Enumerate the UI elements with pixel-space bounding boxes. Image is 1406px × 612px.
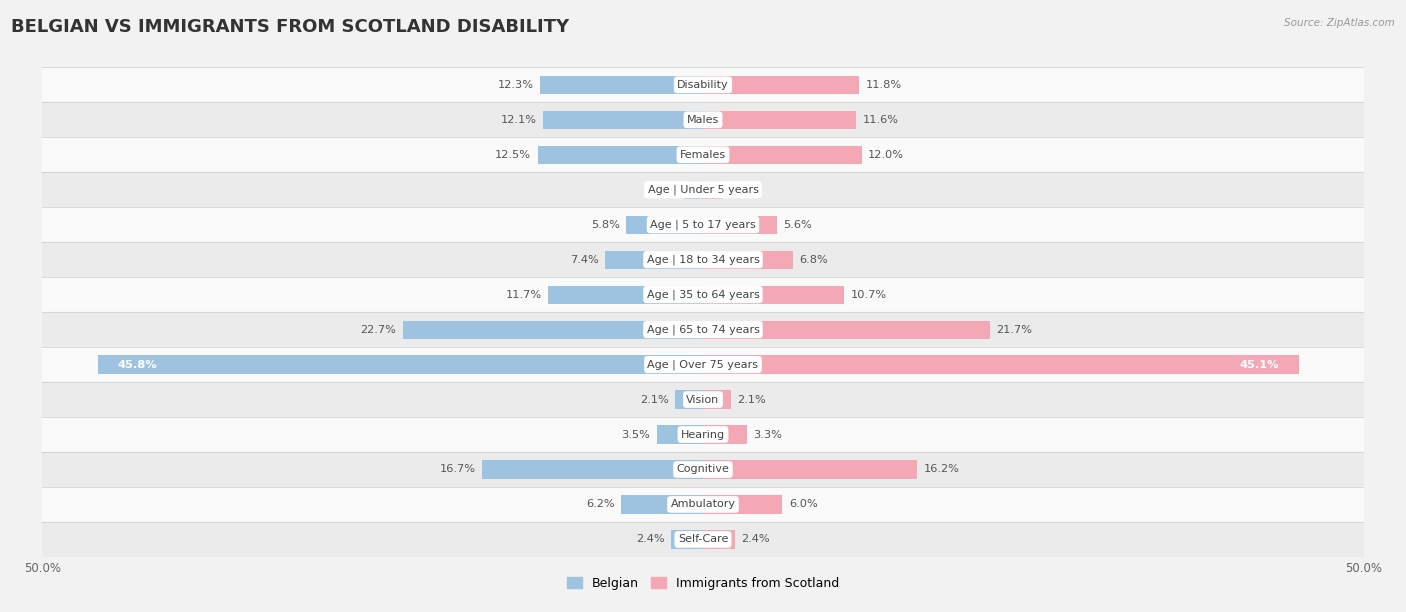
Bar (540, 76, 703, 94)
Text: 11.7%: 11.7% (506, 289, 541, 300)
Text: 16.7%: 16.7% (440, 465, 475, 474)
Bar (626, 215, 703, 234)
Text: BELGIAN VS IMMIGRANTS FROM SCOTLAND DISABILITY: BELGIAN VS IMMIGRANTS FROM SCOTLAND DISA… (11, 18, 569, 36)
Bar (703, 356, 1299, 374)
Text: Self-Care: Self-Care (678, 534, 728, 545)
Text: 1.4%: 1.4% (728, 185, 756, 195)
Text: 22.7%: 22.7% (360, 324, 396, 335)
Bar (543, 111, 703, 129)
Text: 6.0%: 6.0% (789, 499, 818, 509)
Text: Disability: Disability (678, 80, 728, 90)
Text: Vision: Vision (686, 395, 720, 405)
Bar (482, 460, 703, 479)
Text: 16.2%: 16.2% (924, 465, 959, 474)
Bar (703, 146, 862, 164)
Bar (703, 111, 856, 129)
Text: Males: Males (688, 115, 718, 125)
Bar (605, 250, 703, 269)
Bar (703, 321, 990, 338)
Text: 12.1%: 12.1% (501, 115, 537, 125)
Text: Age | Over 75 years: Age | Over 75 years (648, 359, 758, 370)
Bar (703, 495, 782, 513)
Text: Source: ZipAtlas.com: Source: ZipAtlas.com (1284, 18, 1395, 28)
Text: 6.8%: 6.8% (800, 255, 828, 264)
Text: 12.0%: 12.0% (868, 150, 904, 160)
Text: Age | 65 to 74 years: Age | 65 to 74 years (647, 324, 759, 335)
Text: 2.1%: 2.1% (640, 395, 669, 405)
Text: 12.3%: 12.3% (498, 80, 534, 90)
Bar (404, 321, 703, 338)
Bar (42, 242, 1364, 277)
Bar (703, 215, 778, 234)
Text: 21.7%: 21.7% (997, 324, 1032, 335)
Text: Females: Females (681, 150, 725, 160)
Bar (703, 390, 731, 409)
Bar (42, 347, 1364, 382)
Bar (703, 76, 859, 94)
Text: 1.4%: 1.4% (650, 185, 678, 195)
Bar (621, 495, 703, 513)
Text: 11.6%: 11.6% (863, 115, 898, 125)
Bar (42, 487, 1364, 522)
Bar (537, 146, 703, 164)
Text: 7.4%: 7.4% (569, 255, 599, 264)
Bar (657, 425, 703, 444)
Bar (42, 137, 1364, 172)
Text: 3.3%: 3.3% (754, 430, 782, 439)
Text: 5.8%: 5.8% (591, 220, 620, 230)
Bar (703, 286, 845, 304)
Text: Age | 5 to 17 years: Age | 5 to 17 years (650, 220, 756, 230)
Bar (42, 277, 1364, 312)
Text: 2.4%: 2.4% (636, 534, 665, 545)
Text: 2.1%: 2.1% (737, 395, 766, 405)
Legend: Belgian, Immigrants from Scotland: Belgian, Immigrants from Scotland (561, 572, 845, 595)
Text: 11.8%: 11.8% (866, 80, 901, 90)
Text: 45.8%: 45.8% (118, 360, 157, 370)
Text: Cognitive: Cognitive (676, 465, 730, 474)
Bar (671, 531, 703, 548)
Text: 3.5%: 3.5% (621, 430, 650, 439)
Bar (42, 452, 1364, 487)
Bar (42, 312, 1364, 347)
Text: Ambulatory: Ambulatory (671, 499, 735, 509)
Bar (548, 286, 703, 304)
Bar (42, 417, 1364, 452)
Bar (42, 67, 1364, 102)
Text: 5.6%: 5.6% (783, 220, 813, 230)
Text: Age | 35 to 64 years: Age | 35 to 64 years (647, 289, 759, 300)
Bar (703, 181, 721, 199)
Text: 6.2%: 6.2% (586, 499, 614, 509)
Bar (42, 522, 1364, 557)
Text: Age | 18 to 34 years: Age | 18 to 34 years (647, 255, 759, 265)
Bar (703, 425, 747, 444)
Bar (42, 382, 1364, 417)
Bar (97, 356, 703, 374)
Bar (703, 460, 917, 479)
Text: Hearing: Hearing (681, 430, 725, 439)
Text: Age | Under 5 years: Age | Under 5 years (648, 184, 758, 195)
Bar (42, 102, 1364, 137)
Bar (42, 172, 1364, 207)
Text: 12.5%: 12.5% (495, 150, 531, 160)
Bar (685, 181, 703, 199)
Bar (675, 390, 703, 409)
Bar (42, 207, 1364, 242)
Text: 45.1%: 45.1% (1240, 360, 1279, 370)
Text: 2.4%: 2.4% (741, 534, 770, 545)
Bar (703, 531, 735, 548)
Bar (703, 250, 793, 269)
Text: 10.7%: 10.7% (851, 289, 887, 300)
